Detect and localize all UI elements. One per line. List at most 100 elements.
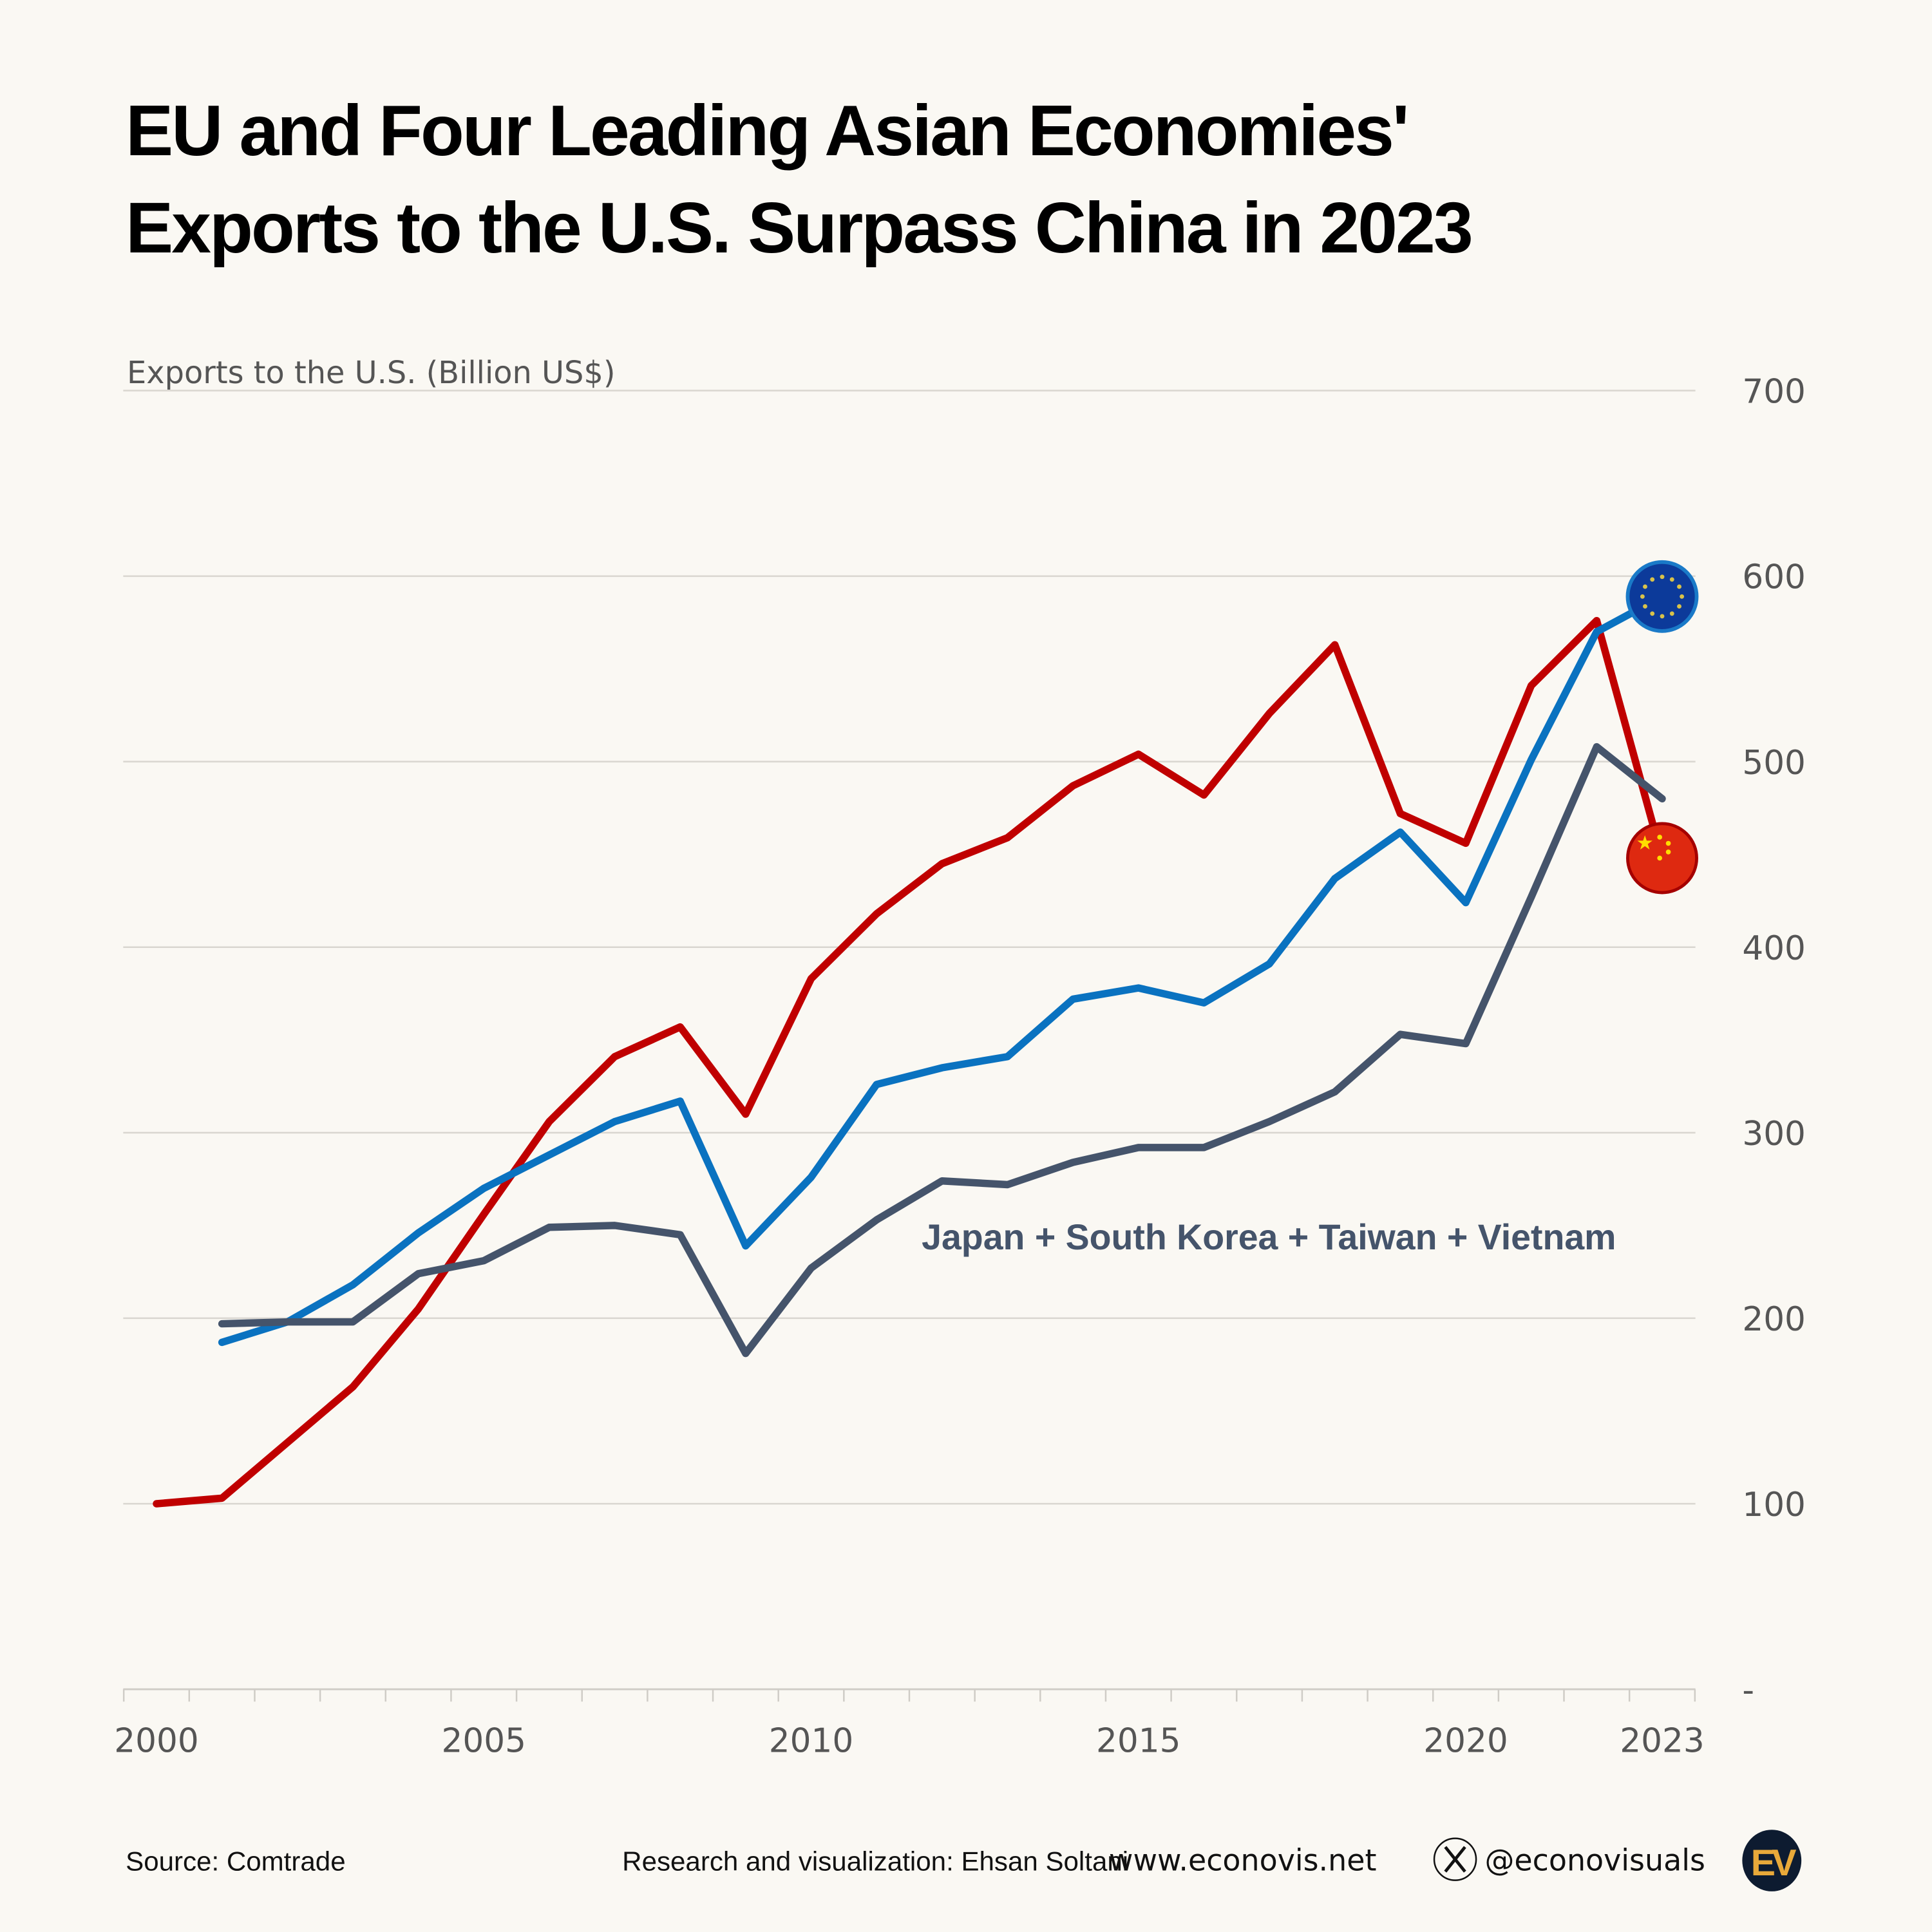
x-tick-label: 2010 xyxy=(769,1722,853,1761)
econovis-logo: EV xyxy=(1742,1830,1802,1891)
x-logo-icon xyxy=(1433,1837,1477,1881)
china-point xyxy=(873,910,880,917)
x-tick-label: 2015 xyxy=(1096,1722,1180,1761)
y-axis-label: Exports to the U.S. (Billion US$) xyxy=(127,355,615,391)
china-point xyxy=(742,1110,749,1117)
asia4-point xyxy=(873,1216,880,1223)
eu-point xyxy=(1265,960,1273,967)
china-point xyxy=(808,975,815,982)
asia4-point xyxy=(349,1318,356,1325)
eu-star xyxy=(1669,611,1674,616)
china-point xyxy=(1004,834,1011,841)
asia4-point xyxy=(938,1177,945,1184)
eu-star xyxy=(1650,611,1655,616)
eu-line xyxy=(218,592,1666,1347)
asia4-point xyxy=(808,1264,815,1271)
flags: ★ xyxy=(1625,560,1699,895)
eu-point xyxy=(1200,999,1208,1006)
y-tick-label: - xyxy=(1742,1671,1754,1710)
asia4-point xyxy=(1593,743,1600,750)
asia4-point xyxy=(1265,1118,1273,1125)
china-point xyxy=(1200,791,1208,799)
eu-star xyxy=(1643,584,1647,589)
eu-point xyxy=(611,1118,618,1125)
series-lines xyxy=(153,592,1666,1508)
y-axis-ticks: - 100 200 300 400 500 600 700 xyxy=(1742,373,1806,1710)
x-tick-label: 2020 xyxy=(1423,1722,1508,1761)
eu-point xyxy=(808,1173,815,1180)
china-point xyxy=(153,1500,160,1507)
asia4-point xyxy=(1331,1088,1338,1095)
china-small-star xyxy=(1665,849,1671,855)
china-point xyxy=(1593,617,1600,624)
china-point xyxy=(1135,750,1142,757)
asia4-point xyxy=(480,1257,488,1264)
china-flag-icon: ★ xyxy=(1626,822,1698,895)
eu-point xyxy=(349,1281,356,1288)
asia4-point xyxy=(1462,1040,1469,1047)
website-link[interactable]: www.econovis.net xyxy=(1109,1842,1377,1877)
y-tick-label: 400 xyxy=(1742,929,1806,968)
eu-point xyxy=(1004,1053,1011,1060)
china-point xyxy=(545,1118,553,1125)
eu-flag-icon xyxy=(1625,560,1699,633)
eu-point xyxy=(1462,899,1469,906)
eu-star xyxy=(1680,594,1685,599)
x-axis: 2000 2005 2010 2015 2020 2023 xyxy=(114,1688,1705,1761)
china-point xyxy=(1397,810,1404,817)
eu-star xyxy=(1660,574,1665,580)
y-tick-label: 100 xyxy=(1742,1486,1806,1524)
eu-star xyxy=(1677,584,1681,589)
social-handle[interactable]: @econovisuals xyxy=(1484,1842,1705,1877)
eu-point xyxy=(218,1339,225,1346)
eu-point xyxy=(1135,984,1142,991)
source-text: Source: Comtrade xyxy=(126,1846,345,1876)
asia4-point xyxy=(1069,1159,1076,1166)
eu-point xyxy=(1397,828,1404,835)
footer: Source: Comtrade Research and visualizat… xyxy=(126,1830,1802,1891)
china-point xyxy=(218,1495,225,1502)
eu-point xyxy=(676,1097,683,1104)
eu-star xyxy=(1640,594,1645,599)
china-point xyxy=(611,1053,618,1060)
eu-point xyxy=(742,1242,749,1249)
eu-point xyxy=(1069,996,1076,1003)
asia4-point xyxy=(1658,795,1665,802)
asia4-line xyxy=(218,743,1666,1358)
asia4-point xyxy=(1528,893,1535,900)
chart-title-line-2: Exports to the U.S. Surpass China in 202… xyxy=(126,188,1472,268)
asia4-point xyxy=(1200,1144,1208,1151)
asia4-point xyxy=(1004,1181,1011,1188)
eu-star xyxy=(1660,614,1665,619)
china-small-star xyxy=(1665,840,1671,846)
eu-point xyxy=(1331,875,1338,882)
asia4-point xyxy=(1135,1144,1142,1151)
eu-point xyxy=(938,1064,945,1071)
eu-flag-disc xyxy=(1625,560,1699,633)
china-point xyxy=(415,1305,422,1312)
china-point xyxy=(1265,710,1273,717)
china-line xyxy=(153,616,1666,1508)
y-tick-label: 600 xyxy=(1742,558,1806,597)
china-small-star xyxy=(1657,855,1662,861)
china-point xyxy=(938,860,945,867)
asia4-point xyxy=(415,1270,422,1277)
asia4-point xyxy=(1397,1030,1404,1037)
china-point xyxy=(349,1383,356,1390)
asia4-series-label: Japan + South Korea + Taiwan + Vietnam xyxy=(922,1217,1616,1257)
china-point xyxy=(1462,840,1469,847)
china-point xyxy=(1331,641,1338,648)
eu-point xyxy=(545,1151,553,1159)
credit-text: Research and visualization: Ehsan Soltan… xyxy=(622,1846,1128,1876)
eu-star xyxy=(1643,604,1647,609)
y-tick-label: 500 xyxy=(1742,744,1806,782)
china-point xyxy=(1069,782,1076,789)
eu-point xyxy=(873,1081,880,1088)
gridlines xyxy=(123,390,1696,1505)
asia4-point xyxy=(611,1222,618,1229)
china-small-star xyxy=(1657,835,1662,840)
eu-point xyxy=(1528,756,1535,763)
china-point xyxy=(1528,682,1535,689)
